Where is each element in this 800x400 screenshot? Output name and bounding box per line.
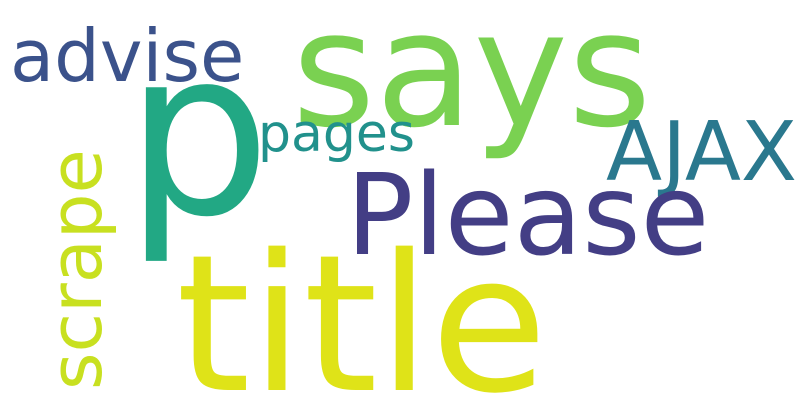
word-scrape: scrape	[34, 149, 118, 390]
word-says: says	[292, 0, 652, 163]
word-p: p	[125, 1, 271, 268]
word-ajax: AJAX	[606, 105, 798, 200]
word-title: title	[176, 214, 548, 400]
word-advise: advise	[10, 14, 245, 98]
word-please: Please	[346, 151, 710, 281]
word-pages: pages	[258, 104, 415, 164]
